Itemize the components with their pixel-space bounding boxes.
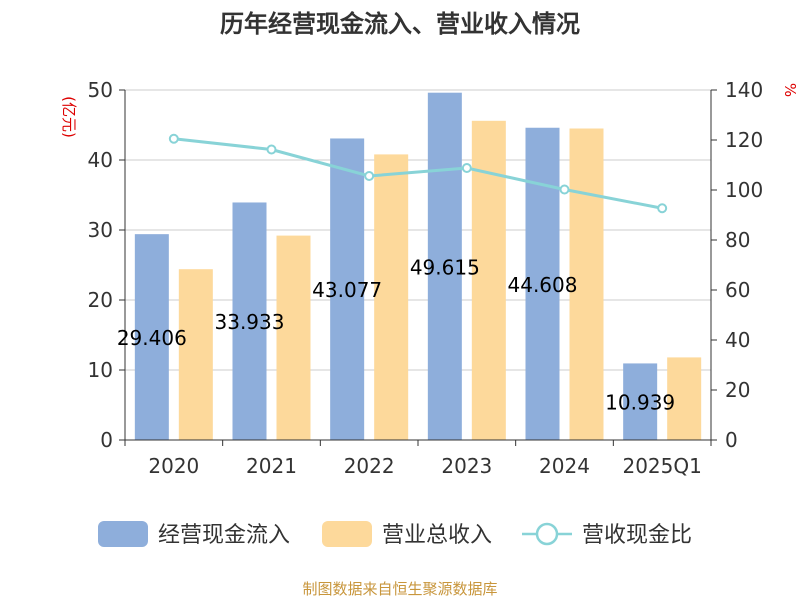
x-axis-tick-label: 2024	[539, 454, 590, 478]
bar-revenue	[569, 128, 604, 440]
ratio-line	[173, 137, 663, 210]
right-axis-tick-label: 80	[725, 228, 750, 252]
left-axis-unit: (亿元)	[60, 96, 78, 138]
x-axis-tick-label: 2025Q1	[622, 454, 701, 478]
ratio-point	[168, 133, 179, 144]
chart-title: 历年经营现金流入、营业收入情况	[220, 10, 580, 38]
legend-label: 营业总收入	[382, 523, 492, 548]
bar-revenue	[667, 357, 702, 440]
right-axis-tick-label: 120	[725, 128, 763, 152]
bar-revenue	[471, 120, 506, 441]
right-axis-tick-label: 140	[725, 78, 763, 102]
x-axis-tick-label: 2020	[148, 454, 199, 478]
right-axis-tick-label: 40	[725, 328, 750, 352]
left-axis-tick-label: 50	[88, 78, 113, 102]
bar-revenue	[374, 154, 409, 440]
bar-cash-inflow	[330, 138, 365, 440]
left-axis-tick-label: 30	[88, 218, 113, 242]
right-axis-tick-label: 0	[725, 428, 738, 452]
right-axis-unit: %	[781, 83, 799, 97]
bar-cash-inflow	[134, 234, 169, 440]
legend: 经营现金流入 营业总收入 营收现金比	[98, 521, 692, 548]
data-label: 43.077	[312, 278, 382, 302]
source-note: 制图数据来自恒生聚源数据库	[302, 580, 497, 598]
data-label: 44.608	[508, 273, 578, 297]
ratio-point	[364, 171, 375, 181]
x-axis-tick-label: 2023	[441, 454, 492, 478]
bar-cash-inflow	[525, 127, 560, 440]
legend-label: 经营现金流入	[158, 523, 290, 548]
data-label: 33.933	[215, 310, 285, 334]
ratio-point	[266, 144, 277, 155]
x-axis-tick-label: 2022	[344, 454, 395, 478]
legend-label: 营收现金比	[582, 523, 692, 548]
data-label: 29.406	[117, 326, 187, 350]
data-label: 10.939	[605, 391, 675, 415]
line-layer	[168, 133, 668, 214]
left-axis-tick-label: 10	[88, 358, 113, 382]
data-label: 49.615	[410, 255, 480, 279]
left-axis-tick-label: 40	[88, 148, 113, 172]
right-axis-tick-label: 60	[725, 278, 750, 302]
legend-swatch-revenue	[322, 521, 372, 547]
bar-cash-inflow	[623, 363, 658, 440]
data-labels-layer: 29.406 33.933 43.077 49.615 44.608 10.939	[117, 255, 675, 414]
left-axis-tick-label: 20	[88, 288, 113, 312]
grid-lines	[125, 89, 711, 371]
axes-layer: 0 10 20 30 40 50 0 20 40 60 80 100 120 140 2020 2021 202…	[88, 78, 764, 478]
legend-marker-ratio	[535, 522, 559, 546]
bar-cash-inflow	[427, 92, 462, 440]
ratio-point	[657, 203, 668, 214]
bar-cash-inflow	[232, 202, 267, 440]
left-axis-tick-label: 0	[100, 428, 113, 452]
ratio-point	[559, 184, 570, 195]
bar-revenue	[276, 235, 311, 440]
ratio-point	[461, 163, 472, 173]
bar-revenue	[178, 269, 213, 440]
right-axis-tick-label: 20	[725, 378, 750, 402]
x-axis-tick-label: 2021	[246, 454, 297, 478]
bars-layer	[134, 92, 702, 441]
legend-swatch-cash-inflow	[98, 521, 148, 547]
right-axis-tick-label: 100	[725, 178, 763, 202]
